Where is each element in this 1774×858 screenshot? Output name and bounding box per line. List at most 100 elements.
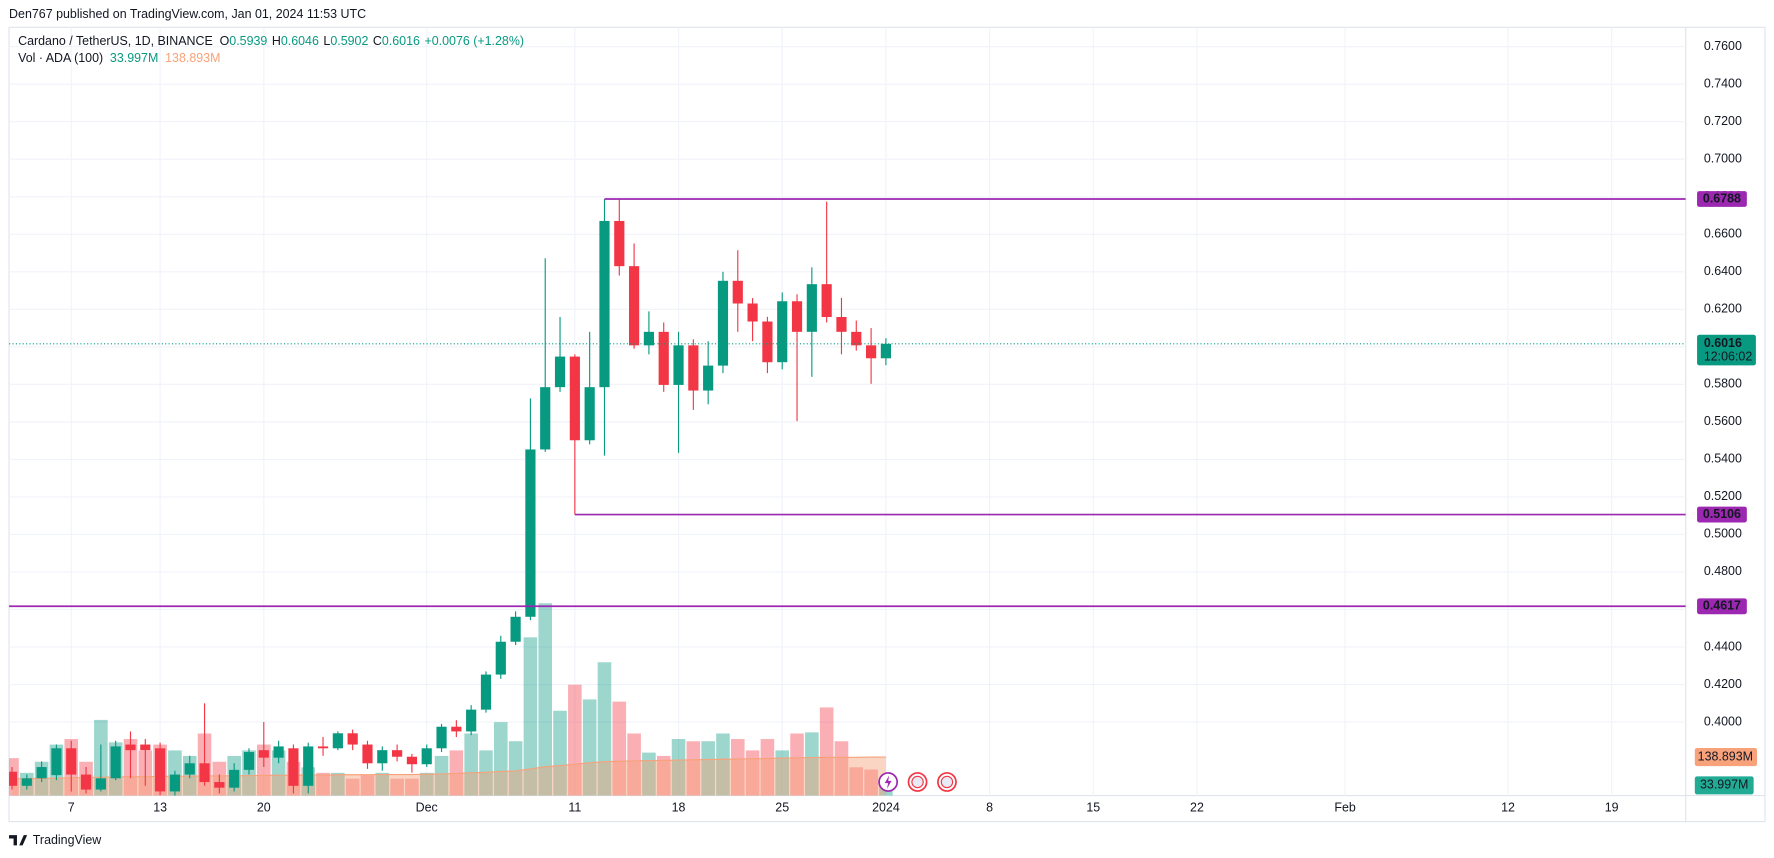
volume-value: 33.997M [110,51,158,65]
x-tick-label: 12 [1501,800,1515,814]
level-badge [1697,191,1747,207]
volume-bar [390,778,404,796]
last-price-label: 0.6016 [1704,336,1742,350]
x-tick-label: 15 [1086,800,1100,814]
y-tick-label: 0.7600 [1704,39,1742,53]
symbol: Cardano / TetherUS, 1D, BINANCE [18,34,213,48]
candle-body [199,763,210,783]
x-tick-label: 19 [1605,800,1619,814]
volume-badge [1694,776,1754,795]
x-tick-label: 7 [68,800,75,814]
candle-body [51,748,62,776]
level-label: 0.5106 [1703,507,1741,521]
x-tick-label: Dec [416,800,438,814]
candle-body [495,641,506,675]
y-tick-label: 0.6200 [1704,302,1742,316]
volume-bar [360,775,375,796]
footer-logo: TradingView [9,833,102,847]
candle-body [703,365,714,391]
candle-body [614,220,625,267]
level-badge [1697,598,1747,615]
high-value: 0.6046 [281,34,319,48]
candle-body [584,387,595,441]
x-tick-label: 8 [986,800,993,814]
open-letter: O [220,34,230,48]
volume-bar [331,772,345,796]
candle-body [791,301,803,332]
volume-bar [612,701,627,796]
candle-body [288,748,299,786]
y-tick-label: 0.7200 [1704,114,1742,128]
candle-body [377,750,388,764]
y-tick-label: 0.5600 [1704,414,1742,428]
y-tick-label: 0.5800 [1704,377,1742,391]
volume-ma-label: 138.893M [1698,749,1753,763]
candle-body [821,284,832,318]
volume-bar [494,722,508,796]
candle-body [880,343,891,359]
candle-body [214,782,225,788]
logo-mark [9,835,28,846]
x-tick-label: Feb [1334,800,1356,814]
low-value: 0.5902 [330,34,368,48]
candle-body [717,280,729,366]
candle-body [169,774,181,792]
candle-body [95,778,106,790]
volume-bar [671,739,686,796]
candle-body [466,709,477,732]
volume-bar [701,741,715,796]
volume-bar [434,755,449,796]
candle-body [480,674,492,710]
candle-body [362,744,373,764]
candle-body [525,449,536,617]
candle-body [762,321,773,363]
x-tick-label: 13 [153,800,167,814]
candle-body [332,733,343,749]
price-pane [9,198,1686,796]
volume-bar [864,769,878,796]
brand: TradingView [33,833,102,847]
volume-bar [419,772,434,796]
event-icons [878,772,957,792]
candle-body [110,746,121,779]
volume-bar [479,750,493,796]
candle-body [421,748,432,765]
candle-body [155,748,166,792]
legend: Cardano / TetherUS, 1D, BINANCE O0.5939 H0… [18,34,524,48]
volume-bar [760,739,775,796]
close-value: 0.6016 [382,34,420,48]
candle-body [125,744,136,751]
volume-ma-badge [1694,748,1758,767]
y-tick-label: 0.4000 [1704,714,1742,728]
change: +0.0076 (+1.28%) [424,34,524,48]
volume-bar [805,732,819,796]
x-tick-label: 25 [775,800,789,814]
volume-bar [271,750,286,796]
candle-body [865,345,877,359]
candle-body [184,763,195,775]
candle-body [9,771,18,786]
volume-ma-value: 138.893M [165,51,220,65]
volume-bar [316,772,330,796]
x-tick-label: 2024 [872,800,900,814]
volume-bar [745,750,760,796]
volume-bar [538,603,553,796]
y-tick-label: 0.5200 [1704,489,1742,503]
y-tick-label: 0.7000 [1704,152,1742,166]
volume-bar [405,778,419,796]
x-tick-label: 18 [672,800,686,814]
candle-body [569,356,580,441]
volume-bar [375,772,390,796]
y-tick-label: 0.4400 [1704,639,1742,653]
candle-body [806,284,817,332]
candle-body [747,303,758,322]
low-letter: L [323,34,330,48]
candle-body [80,774,92,790]
volume-bar [686,741,701,796]
volume-bar [775,750,790,796]
event-flag [940,775,954,789]
candle-body [643,331,655,346]
candle-body [510,616,521,642]
